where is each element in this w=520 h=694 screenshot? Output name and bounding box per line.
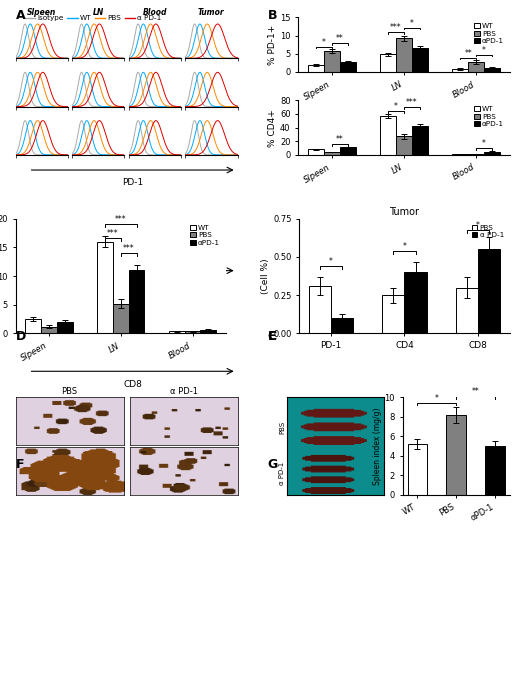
Bar: [97, 242, 113, 333]
Text: A: A: [16, 10, 25, 22]
Title: Tumor: Tumor: [198, 8, 225, 17]
Text: *: *: [410, 19, 414, 28]
Text: **: **: [336, 34, 344, 43]
Bar: [405, 272, 426, 333]
Bar: [309, 286, 331, 333]
Bar: [340, 147, 356, 155]
Legend: isotype, WT, PBS, α PD-1: isotype, WT, PBS, α PD-1: [24, 15, 162, 22]
Text: B: B: [268, 10, 277, 22]
Bar: [396, 137, 412, 155]
Bar: [200, 330, 216, 333]
Bar: [128, 271, 145, 333]
Bar: [452, 154, 468, 155]
Y-axis label: % CD4+: % CD4+: [268, 109, 277, 146]
Bar: [308, 65, 324, 72]
Bar: [57, 322, 73, 333]
Text: C: C: [268, 330, 277, 343]
Text: *: *: [435, 393, 439, 403]
Text: F: F: [16, 459, 24, 471]
Legend: WT, PBS, αPD-1: WT, PBS, αPD-1: [472, 104, 506, 129]
Bar: [340, 62, 356, 72]
Bar: [468, 154, 484, 155]
Title: α PD-1: α PD-1: [170, 387, 198, 396]
Bar: [331, 318, 353, 333]
Y-axis label: (Cell %): (Cell %): [262, 258, 270, 294]
Text: G: G: [268, 459, 278, 471]
Text: *: *: [482, 139, 486, 149]
Bar: [484, 151, 500, 155]
Bar: [113, 303, 128, 333]
Bar: [380, 116, 396, 155]
Title: Tumor: Tumor: [389, 207, 420, 217]
Text: ***: ***: [406, 98, 418, 107]
Bar: [468, 62, 484, 72]
Bar: [412, 126, 428, 155]
Text: PBS: PBS: [279, 421, 285, 434]
Text: ***: ***: [123, 244, 135, 253]
Bar: [484, 68, 500, 72]
Bar: [446, 415, 466, 495]
Title: Slpeen: Slpeen: [27, 8, 56, 17]
Text: α PD-1: α PD-1: [279, 462, 285, 485]
Title: Blood: Blood: [142, 8, 167, 17]
Y-axis label: Spleen index (mg/g): Spleen index (mg/g): [373, 407, 382, 484]
Text: **: **: [472, 387, 479, 396]
Bar: [396, 38, 412, 72]
Bar: [456, 287, 478, 333]
Text: ***: ***: [115, 216, 126, 224]
Bar: [324, 152, 340, 155]
Bar: [41, 327, 57, 333]
Text: PD-1: PD-1: [122, 178, 143, 187]
Bar: [324, 51, 340, 72]
Title: LN: LN: [93, 8, 104, 17]
Text: **: **: [336, 135, 344, 144]
Text: *: *: [394, 102, 398, 111]
Text: D: D: [16, 330, 26, 343]
Bar: [185, 331, 200, 333]
Text: **: **: [464, 49, 472, 58]
Text: *: *: [476, 221, 480, 230]
Bar: [380, 54, 396, 72]
Text: CD8: CD8: [123, 380, 142, 389]
Bar: [408, 444, 427, 495]
Bar: [412, 48, 428, 72]
Bar: [485, 446, 505, 495]
Bar: [452, 69, 468, 72]
Text: *: *: [402, 242, 407, 251]
Bar: [169, 331, 185, 333]
Bar: [382, 295, 405, 333]
Y-axis label: % PD-1+: % PD-1+: [268, 24, 277, 65]
Text: *: *: [329, 257, 333, 266]
Text: *: *: [482, 46, 486, 55]
Title: PBS: PBS: [61, 387, 77, 396]
Text: *: *: [322, 38, 326, 47]
Legend: PBS, α PD-1: PBS, α PD-1: [470, 222, 506, 240]
Text: ***: ***: [390, 24, 402, 33]
Text: CD4: CD4: [123, 279, 142, 288]
Legend: WT, PBS, αPD-1: WT, PBS, αPD-1: [188, 222, 222, 248]
Text: ***: ***: [107, 229, 119, 237]
Legend: WT, PBS, αPD-1: WT, PBS, αPD-1: [472, 21, 506, 46]
Bar: [25, 319, 41, 333]
Bar: [478, 249, 500, 333]
Text: E: E: [268, 330, 276, 343]
Bar: [308, 149, 324, 155]
